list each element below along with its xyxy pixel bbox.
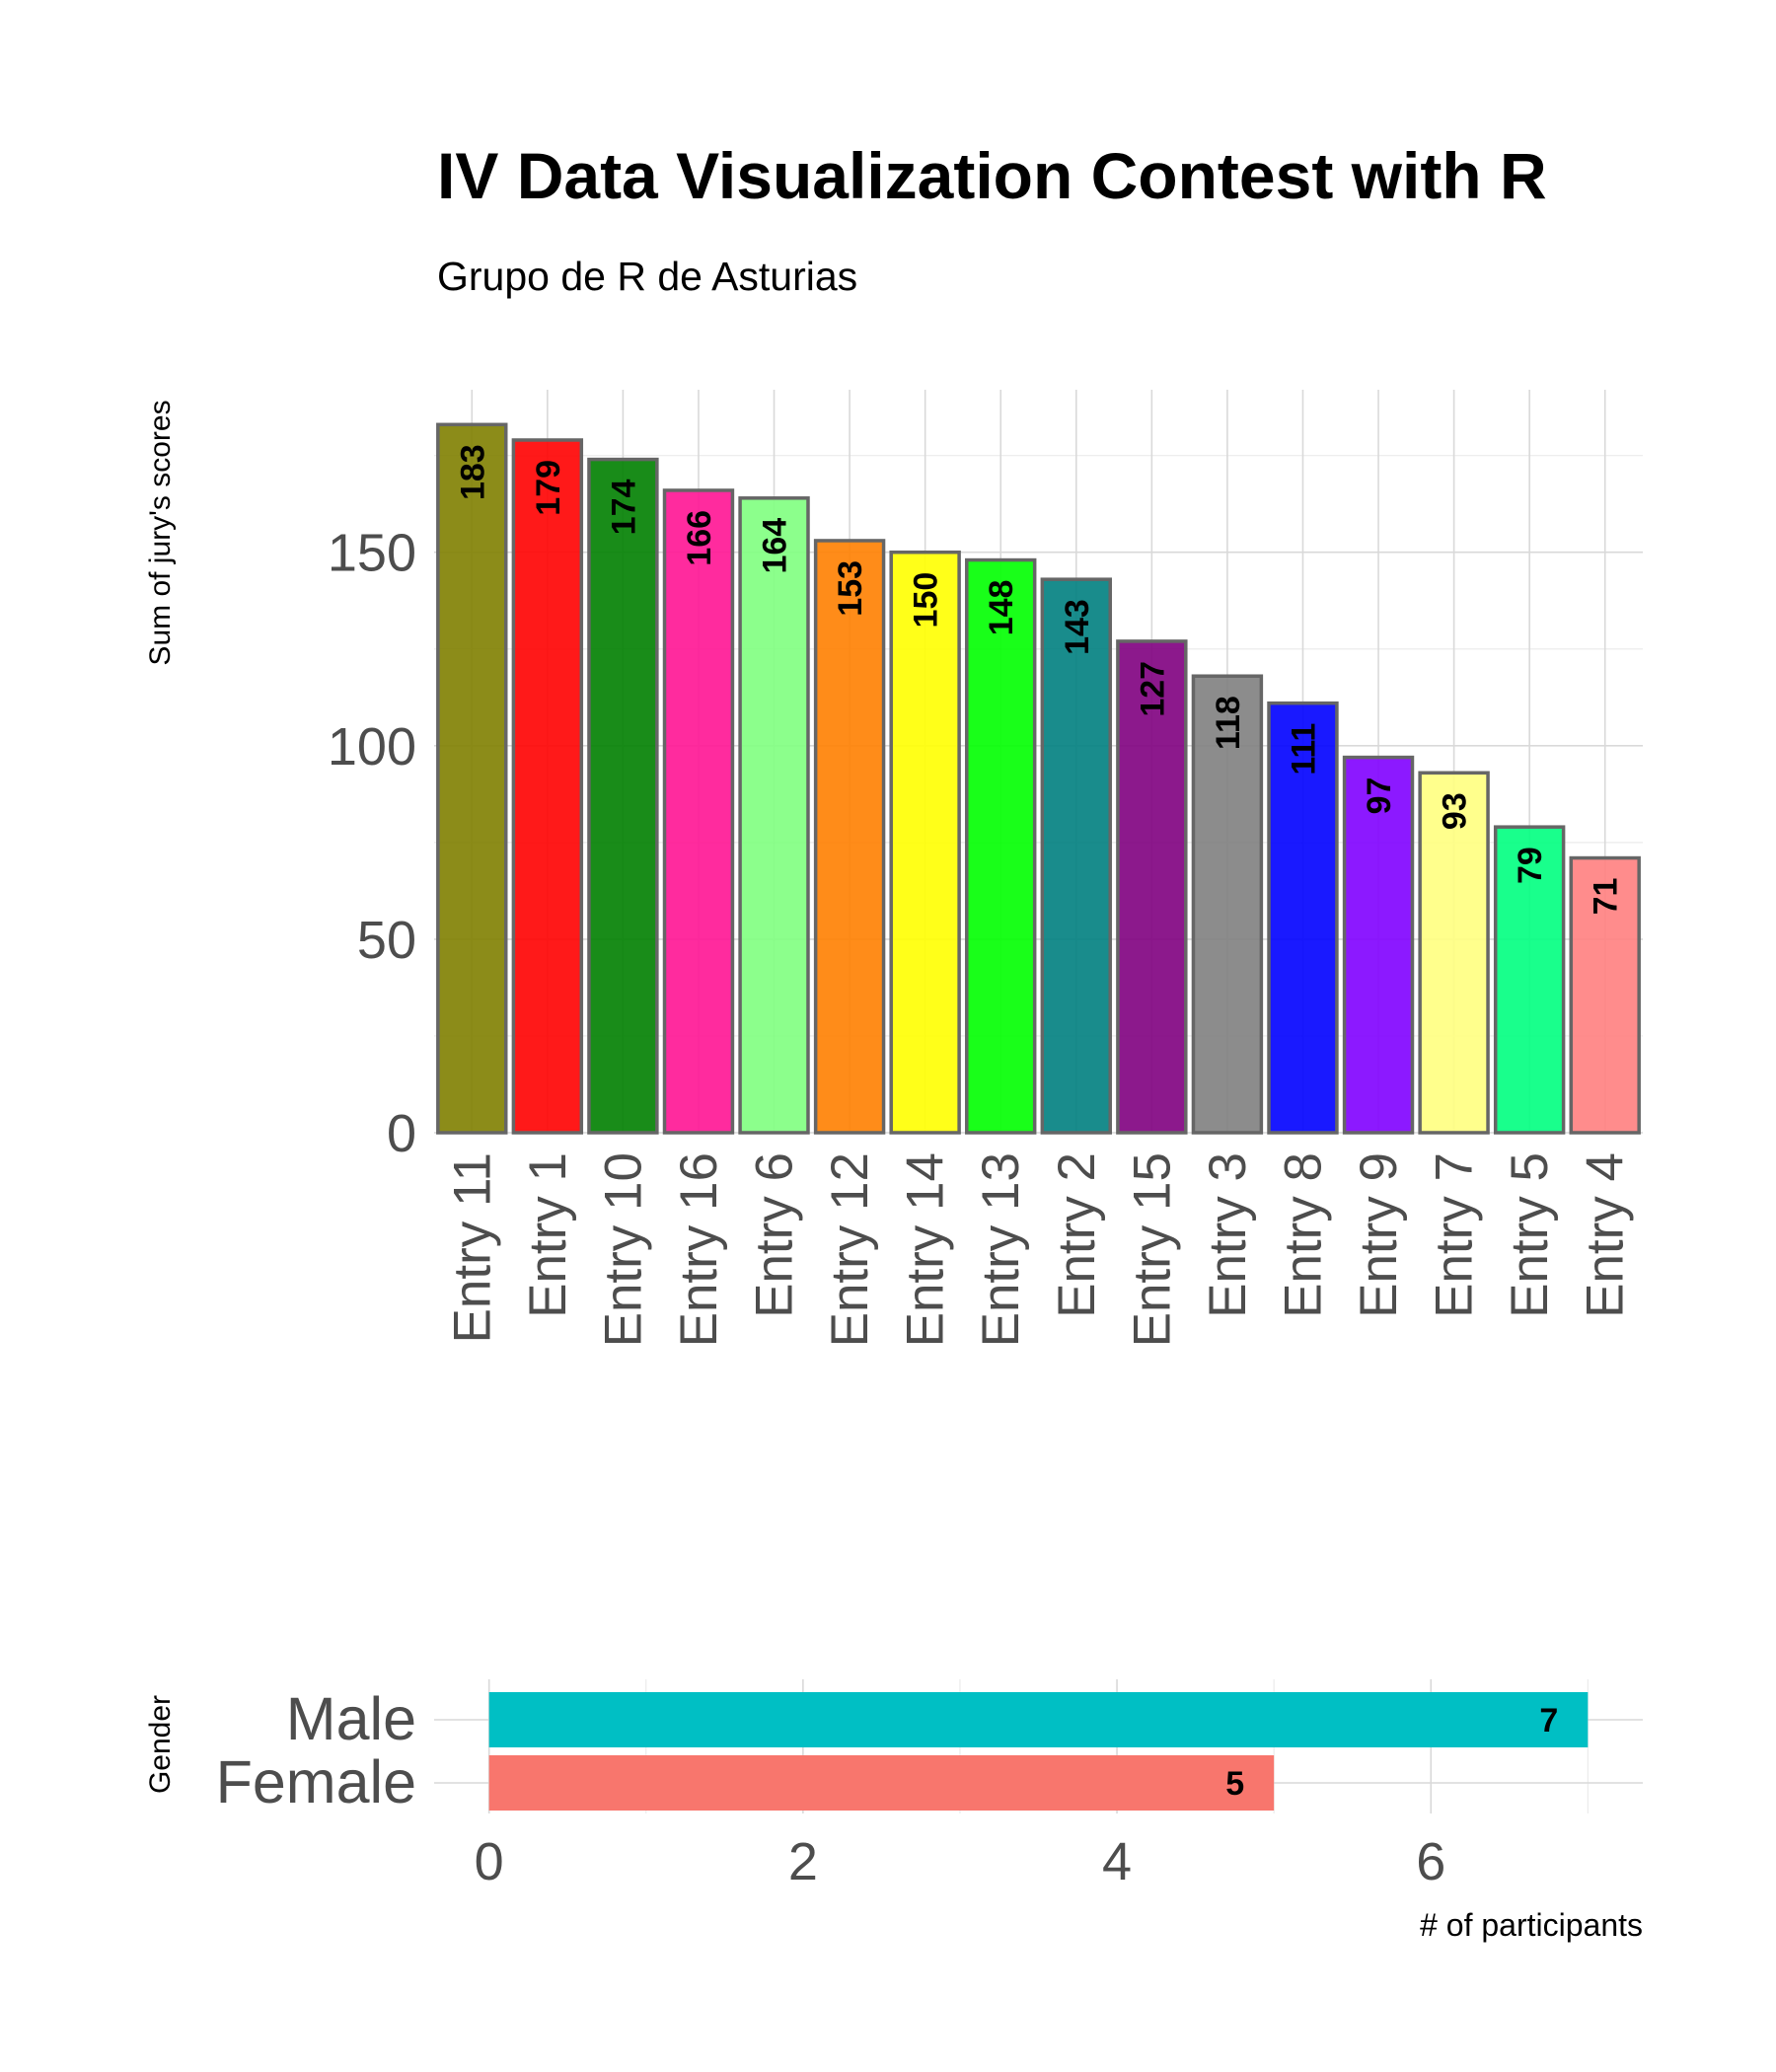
x-tick-label: Entry 7 <box>1426 1152 1484 1318</box>
x-tick-label: Entry 12 <box>821 1152 879 1347</box>
y-tick-label: 50 <box>357 911 416 970</box>
bar-value-label: 71 <box>1588 878 1625 916</box>
x-tick-label: 2 <box>788 1832 818 1891</box>
bar-value-label: 174 <box>605 480 642 536</box>
x-tick-label: Entry 3 <box>1199 1152 1257 1318</box>
bar <box>1342 755 1415 1135</box>
bar <box>1040 577 1112 1135</box>
x-tick-label: Entry 1 <box>519 1152 577 1318</box>
x-tick-label: Entry 5 <box>1501 1152 1559 1318</box>
bar <box>1267 701 1339 1135</box>
x-tick-label: Entry 11 <box>443 1152 501 1343</box>
y-tick-label: 0 <box>387 1104 416 1163</box>
x-tick-label: 6 <box>1416 1832 1445 1891</box>
y-tick-label: Female <box>216 1748 416 1815</box>
chart-subtitle: Grupo de R de Asturias <box>437 254 858 299</box>
bar <box>488 1755 1275 1811</box>
x-tick-label: Entry 15 <box>1123 1152 1181 1347</box>
bar-value-label: 166 <box>681 510 718 566</box>
bar-value-label: 93 <box>1437 792 1474 830</box>
bar-value-label: 153 <box>832 560 869 617</box>
x-tick-label: Entry 10 <box>594 1152 652 1347</box>
bar-value-label: 5 <box>1225 1765 1244 1803</box>
x-tick-label: Entry 9 <box>1350 1152 1408 1318</box>
x-tick-label: Entry 4 <box>1577 1152 1635 1318</box>
bar-value-label: 179 <box>530 460 567 516</box>
y-axis-title: Sum of jury's scores <box>144 400 177 665</box>
bar-value-label: 148 <box>983 580 1020 636</box>
bar <box>1418 771 1490 1135</box>
bar <box>1116 639 1188 1135</box>
x-tick-label: Entry 8 <box>1274 1152 1332 1318</box>
x-tick-label: Entry 2 <box>1048 1152 1106 1318</box>
bar-value-label: 164 <box>757 518 794 574</box>
y-tick-label: 150 <box>328 524 416 583</box>
bar <box>813 539 886 1135</box>
gender-bar-chart: 0 2 4 6 5 Female 7 Male Gender # of participants <box>144 1679 1643 1943</box>
bar <box>965 557 1037 1135</box>
bar-value-label: 118 <box>1210 696 1247 750</box>
x-tick-label: Entry 14 <box>897 1152 955 1347</box>
bar <box>1493 825 1566 1135</box>
x-tick-label: Entry 13 <box>972 1152 1030 1347</box>
y-axis-title: Gender <box>144 1695 177 1794</box>
bar <box>662 488 735 1135</box>
chart-title: IV Data Visualization Contest with R <box>437 139 1547 212</box>
x-tick-label: 4 <box>1102 1832 1132 1891</box>
x-tick-label: Entry 6 <box>746 1152 804 1318</box>
bar-value-label: 183 <box>454 444 491 500</box>
x-tick-label: Entry 16 <box>670 1152 728 1347</box>
y-tick-label: Male <box>286 1685 416 1752</box>
bar-value-label: 79 <box>1512 847 1549 884</box>
y-tick-label: 100 <box>328 717 416 777</box>
bar-value-label: 97 <box>1361 777 1398 815</box>
bar <box>488 1692 1589 1747</box>
x-tick-label: 0 <box>475 1832 504 1891</box>
x-axis-title: # of participants <box>1420 1907 1643 1943</box>
bar <box>511 438 584 1135</box>
bar <box>587 457 659 1135</box>
bar <box>1191 674 1264 1135</box>
bar <box>889 550 961 1135</box>
bar-value-label: 127 <box>1134 661 1171 717</box>
bar-value-label: 143 <box>1059 599 1096 655</box>
bar <box>738 496 810 1135</box>
bar <box>1569 855 1641 1135</box>
bar-value-label: 7 <box>1539 1702 1558 1739</box>
bar-value-label: 150 <box>908 572 945 629</box>
bar-value-label: 111 <box>1285 723 1322 776</box>
bar <box>436 422 508 1135</box>
